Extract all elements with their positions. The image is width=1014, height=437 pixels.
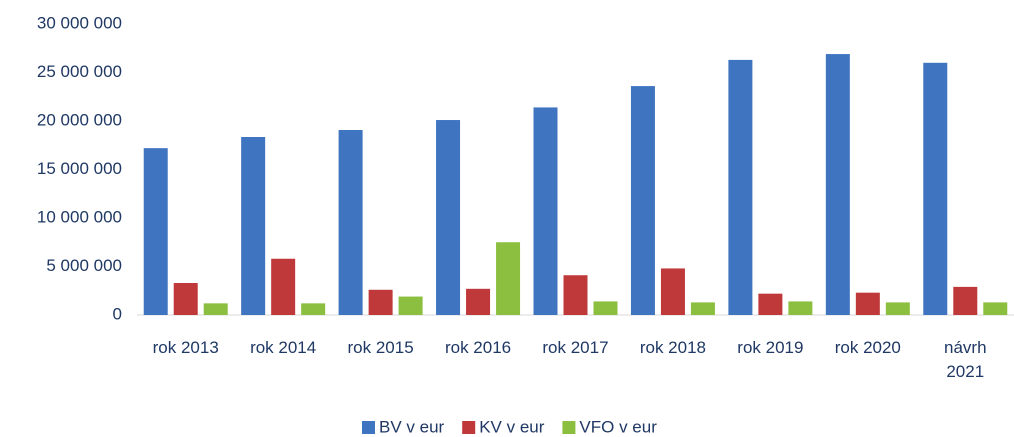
bar (788, 301, 813, 315)
y-tick-label: 10 000 000 (37, 207, 122, 226)
bar (338, 130, 363, 315)
bar (885, 302, 910, 315)
legend-swatch (462, 421, 476, 434)
bar (436, 120, 461, 315)
x-tick-label: rok 2016 (444, 338, 512, 357)
bar (466, 288, 491, 315)
x-tick-label: rok 2018 (639, 338, 707, 357)
bar (825, 54, 850, 315)
bar (630, 86, 655, 315)
y-tick-label: 0 (113, 304, 122, 323)
bar (690, 302, 715, 315)
bar (593, 301, 618, 315)
x-tick-label: rok 2015 (347, 338, 414, 357)
bar (758, 293, 783, 315)
bar (533, 107, 558, 315)
bar (953, 286, 978, 315)
y-tick-label: 25 000 000 (37, 62, 122, 81)
y-tick-label: 20 000 000 (37, 110, 122, 129)
x-tick-label: návrh 2021 (944, 338, 987, 381)
y-tick-label: 30 000 000 (37, 13, 122, 32)
bar (398, 296, 423, 315)
x-tick-label: rok 2020 (834, 338, 901, 357)
bar (173, 282, 198, 315)
x-tick-label: rok 2019 (737, 338, 804, 357)
bar (143, 148, 168, 315)
bar (496, 242, 521, 315)
bar (271, 258, 296, 315)
x-tick-label: rok 2017 (542, 338, 609, 357)
bar (203, 303, 228, 315)
bar (301, 303, 326, 315)
y-tick-label: 5 000 000 (46, 256, 122, 275)
legend-label: BV v eur (379, 417, 445, 436)
bar (563, 275, 588, 315)
bar (368, 289, 393, 315)
legend-label: VFO v eur (579, 417, 657, 436)
bar (983, 302, 1008, 315)
y-tick-label: 15 000 000 (37, 159, 122, 178)
bar (660, 268, 685, 315)
bar (241, 137, 266, 315)
x-tick-label: rok 2013 (152, 338, 219, 357)
bar (728, 59, 753, 315)
legend-swatch (562, 421, 576, 434)
x-tick-label: rok 2014 (250, 338, 317, 357)
bar (923, 62, 948, 315)
bar (855, 292, 880, 315)
legend-label: KV v eur (479, 417, 545, 436)
legend-swatch (362, 421, 375, 434)
